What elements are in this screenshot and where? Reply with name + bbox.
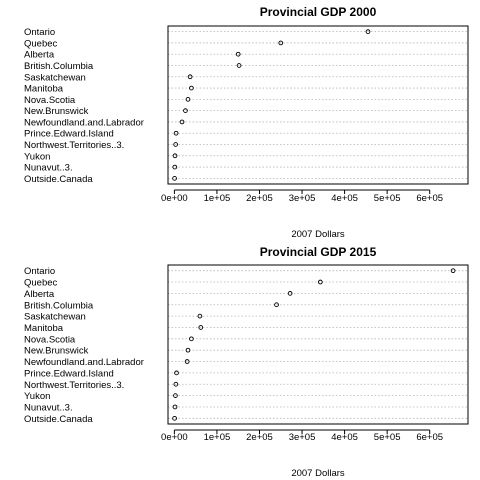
- category-label: Yukon: [24, 391, 50, 402]
- category-label: Nova.Scotia: [24, 95, 76, 106]
- data-point: [172, 153, 178, 159]
- category-label: Prince.Edward.Island: [24, 129, 114, 140]
- plot-frame: [167, 25, 469, 185]
- category-label: British.Columbia: [24, 300, 94, 311]
- category-label: Alberta: [24, 289, 55, 300]
- data-point: [317, 279, 323, 285]
- data-point: [172, 404, 178, 410]
- x-tick-label: 5e+05: [374, 432, 401, 443]
- x-axis-label: 2007 Dollars: [291, 468, 345, 479]
- category-label: New.Brunswick: [24, 106, 89, 117]
- x-tick-label: 3e+05: [289, 193, 316, 204]
- data-point: [236, 63, 242, 68]
- x-tick-label: 2e+05: [246, 432, 273, 443]
- x-axis-label: 2007 Dollars: [291, 229, 345, 240]
- chart-title: Provincial GDP 2015: [260, 245, 377, 259]
- data-point: [173, 381, 179, 387]
- data-point: [172, 176, 177, 181]
- category-label: Quebec: [24, 38, 58, 49]
- data-point: [173, 142, 179, 147]
- category-label: Manitoba: [24, 323, 64, 334]
- data-point: [173, 130, 179, 136]
- x-tick-label: 0e+00: [161, 432, 188, 443]
- data-point: [172, 415, 177, 421]
- category-label: Northwest.Territories..3.: [24, 380, 124, 391]
- x-tick-label: 4e+05: [331, 193, 358, 204]
- data-point: [185, 97, 191, 102]
- data-point: [450, 268, 456, 274]
- category-label: Newfoundland.and.Labrador: [24, 357, 144, 368]
- data-point: [189, 336, 194, 342]
- category-label: Nunavut..3.: [24, 402, 73, 413]
- data-point: [365, 29, 371, 34]
- category-label: Ontario: [24, 266, 55, 277]
- data-point: [187, 74, 193, 80]
- data-point: [184, 359, 190, 364]
- chart-title: Provincial GDP 2000: [260, 5, 377, 19]
- x-tick-label: 2e+05: [246, 193, 273, 204]
- data-point: [185, 347, 191, 353]
- category-label: Quebec: [24, 278, 58, 289]
- x-tick-label: 1e+05: [204, 432, 231, 443]
- x-tick-label: 4e+05: [331, 432, 358, 443]
- data-point: [174, 370, 179, 376]
- data-point: [183, 108, 188, 113]
- plot-frame: [167, 264, 469, 425]
- data-point: [235, 51, 241, 57]
- data-point: [172, 164, 178, 170]
- data-point: [198, 325, 204, 330]
- x-tick-label: 0e+00: [161, 193, 188, 204]
- category-label: Saskatchewan: [24, 72, 86, 83]
- category-label: Nova.Scotia: [24, 334, 76, 345]
- category-label: Alberta: [24, 50, 55, 61]
- category-label: Newfoundland.and.Labrador: [24, 117, 144, 128]
- data-point: [274, 302, 279, 308]
- data-point: [189, 85, 194, 91]
- category-label: Nunavut..3.: [24, 163, 73, 174]
- category-label: Prince.Edward.Island: [24, 368, 114, 379]
- chart-panel-2: Provincial GDP 2015 OntarioQuebecAlbertaB…: [24, 245, 469, 479]
- x-tick-label: 1e+05: [204, 193, 231, 204]
- category-label: Outside.Canada: [24, 414, 93, 425]
- chart-panel-1: Provincial GDP 2000 OntarioQuebecAlbertaB…: [24, 5, 469, 240]
- category-label: British.Columbia: [24, 61, 94, 72]
- category-label: Yukon: [24, 151, 50, 162]
- category-label: Saskatchewan: [24, 312, 86, 323]
- x-tick-label: 6e+05: [416, 432, 443, 443]
- data-point: [278, 40, 284, 46]
- data-point: [197, 313, 203, 319]
- category-label: Manitoba: [24, 84, 64, 95]
- data-point: [173, 393, 178, 398]
- data-point: [179, 119, 185, 125]
- x-tick-label: 3e+05: [289, 432, 316, 443]
- x-tick-label: 6e+05: [416, 193, 443, 204]
- x-tick-label: 5e+05: [374, 193, 401, 204]
- category-label: Northwest.Territories..3.: [24, 140, 124, 151]
- category-label: Outside.Canada: [24, 174, 93, 185]
- category-label: Ontario: [24, 27, 55, 38]
- data-point: [287, 291, 293, 296]
- category-label: New.Brunswick: [24, 346, 89, 357]
